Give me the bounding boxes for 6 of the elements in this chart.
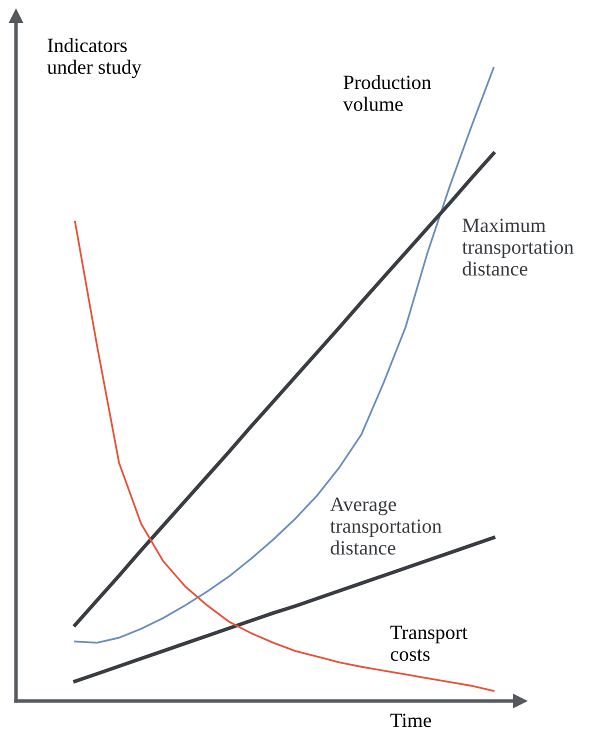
y-axis-title: Indicators under study (47, 38, 142, 78)
text: Production volume (343, 75, 432, 111)
series-label: Average transportation distance (330, 498, 442, 555)
x-axis-title: Time (390, 714, 432, 728)
series-label: Transport costs (390, 626, 468, 661)
series-label: Maximum transportation distance (462, 218, 574, 276)
